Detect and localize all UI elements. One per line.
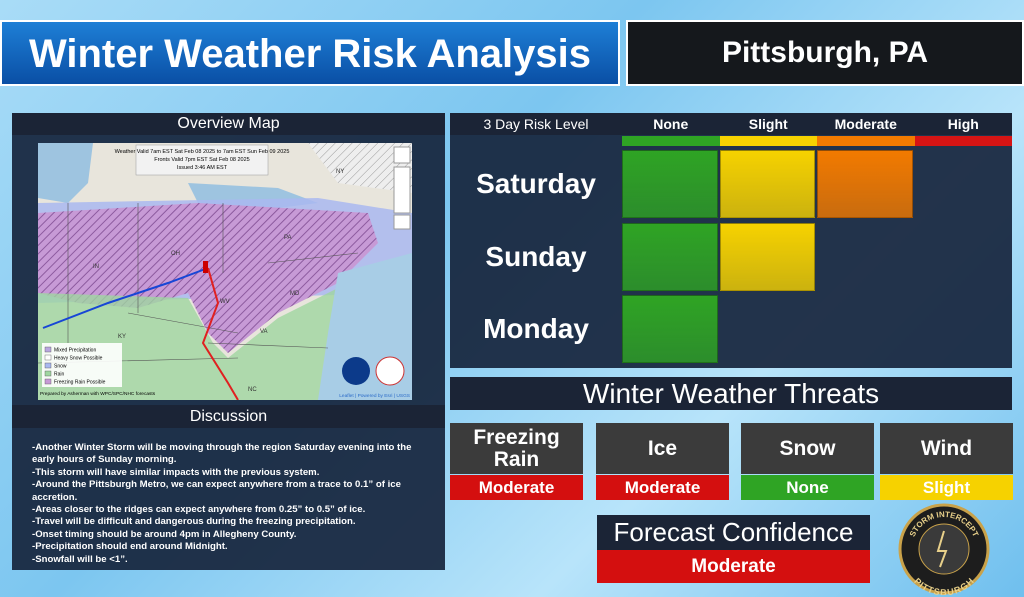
risk-cell [817, 150, 913, 218]
risk-cell [622, 150, 718, 218]
risk-level-label: Slight [748, 116, 788, 132]
risk-level-strip [622, 136, 720, 146]
state-label: KY [118, 334, 126, 340]
threat-card: Wind Slight [880, 423, 1013, 500]
risk-cell [622, 295, 718, 363]
risk-level-label: High [947, 116, 979, 132]
map-credit: Prepared by Asherman with WPC/SPC/NHC fo… [40, 391, 156, 397]
legend-swatch [44, 362, 52, 369]
threat-level: None [741, 475, 874, 500]
discussion-line: -This storm will have similar impacts wi… [32, 466, 320, 478]
risk-level-strip [914, 136, 1012, 146]
map-valid: Weather Valid 7am EST Sat Feb 08 2025 to… [115, 149, 290, 155]
threat-card: Ice Moderate [596, 423, 729, 500]
risk-level-label: Moderate [834, 116, 897, 132]
title: Winter Weather Risk Analysis [28, 32, 592, 76]
map-valid: Fronts Valid 7pm EST Sat Feb 08 2025 [154, 157, 250, 163]
legend-label: Freezing Rain Possible [54, 380, 106, 386]
left-panel: Overview Map Weather Valid 7am EST Sat F… [12, 113, 445, 570]
map: Weather Valid 7am EST Sat Feb 08 2025 to… [38, 143, 412, 400]
threat-name: Snow [741, 423, 874, 474]
legend-swatch [44, 378, 52, 385]
discussion-line: -Another Winter Storm will be moving thr… [32, 442, 412, 466]
discussion-line: -Precipitation should end around Midnigh… [32, 541, 228, 553]
discussion-line: -Travel will be difficult and dangerous … [32, 516, 356, 528]
discussion-line: -Around the Pittsburgh Metro, we can exp… [32, 479, 401, 503]
risk-level-label: None [653, 116, 689, 132]
location: Pittsburgh, PA [721, 36, 929, 69]
discussion: -Another Winter Storm will be moving thr… [32, 442, 432, 566]
map-title: Overview Map [12, 113, 445, 135]
legend-label: Rain [54, 372, 65, 378]
state-label: NC [248, 387, 257, 393]
discussion-line: -Snowfall will be <1”. [32, 553, 128, 565]
risk-level-strip [719, 136, 817, 146]
state-label: VA [260, 329, 268, 335]
legend-swatch [44, 354, 52, 361]
confidence-level: Moderate [597, 550, 870, 583]
state-label: WV [220, 299, 230, 305]
legend-swatch [44, 346, 52, 353]
state-label: MD [290, 291, 300, 297]
threat-name: Wind [880, 423, 1013, 474]
risk-cell [622, 222, 718, 291]
title-banner: Winter Weather Risk Analysis [0, 20, 620, 86]
threat-name: Ice [596, 423, 729, 474]
risk-title: 3 Day Risk Level [483, 116, 589, 132]
state-label: OH [171, 251, 180, 257]
legend-label: Heavy Snow Possible [54, 356, 103, 362]
threat-level: Moderate [450, 475, 583, 500]
map-valid: Issued 3:46 AM EST [177, 165, 228, 171]
legend-swatch [44, 370, 52, 377]
confidence-title: Forecast Confidence [597, 515, 870, 550]
location-banner: Pittsburgh, PA [626, 20, 1024, 86]
state-label: PA [284, 235, 292, 241]
discussion-title: Discussion [12, 405, 445, 428]
threat-card: Snow None [741, 423, 874, 500]
discussion-line: -Areas closer to the ridges can expect a… [32, 504, 366, 516]
threat-card: Freezing Rain Moderate [450, 423, 583, 500]
logo: STORM INTERCEPT PITTSBURGH [898, 503, 990, 595]
threats-title: Winter Weather Threats [450, 377, 1012, 410]
map-attribution: Leaflet | Powered by Esri | USGS [339, 393, 410, 399]
day-label: Saturday [476, 168, 596, 199]
legend-label: Mixed Precipitation [54, 348, 96, 354]
discussion-line: -Onset timing should be around 4pm in Al… [32, 528, 297, 540]
risk-cell [719, 222, 815, 291]
risk-header [450, 113, 1012, 135]
risk-cell [719, 150, 815, 218]
threat-name: Freezing Rain [450, 423, 583, 474]
day-label: Sunday [485, 240, 587, 272]
day-label: Monday [483, 313, 589, 344]
risk-panel: 3 Day Risk Level None Slight Moderate High S… [450, 113, 1012, 368]
threat-level: Moderate [596, 475, 729, 500]
legend-label: Snow [54, 364, 67, 370]
risk-level-strip [817, 136, 915, 146]
state-label: NY [336, 169, 344, 175]
state-label: IN [93, 264, 99, 270]
threat-level: Slight [880, 475, 1013, 500]
